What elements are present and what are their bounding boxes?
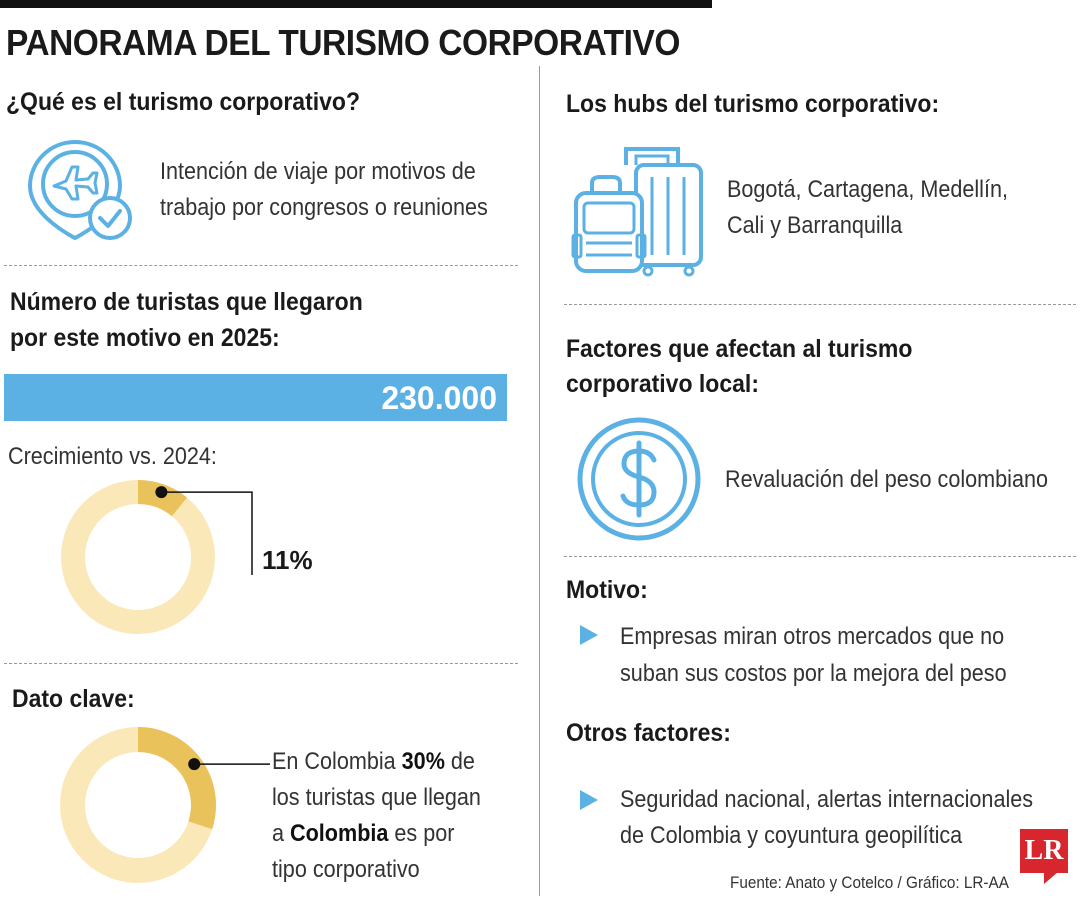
tourists-bar: 230.000	[4, 374, 507, 421]
colombia-donut	[60, 727, 270, 883]
dato-clave-line-3-pre: a	[272, 820, 291, 847]
divider-3	[564, 304, 1076, 305]
dato-clave-line-1-post: de	[444, 748, 475, 775]
divider-4	[564, 556, 1076, 557]
donut-highlight-slice	[138, 480, 188, 517]
luggage-icon	[571, 147, 703, 277]
hubs-heading: Los hubs del turismo corporativo:	[566, 90, 940, 118]
growth-donut	[61, 480, 253, 634]
donut-leader-dot	[155, 486, 168, 499]
donut-leader-dot	[188, 758, 201, 771]
factores-text: Revaluación del peso colombiano	[725, 466, 1049, 493]
otros-line-2: de Colombia y coyuntura geopilítica	[620, 822, 963, 849]
donut-remainder-slice	[61, 480, 215, 634]
turistas-heading-line-1: Número de turistas que llegaron	[10, 288, 363, 316]
dato-clave-line-3: a Colombia es por	[272, 817, 454, 851]
dato-clave-line-4: tipo corporativo	[272, 856, 420, 883]
top-rule	[0, 0, 712, 8]
factores-heading-line-2: corporativo local:	[566, 370, 759, 398]
turistas-heading-line-2: por este motivo en 2025:	[10, 324, 280, 352]
growth-label: Crecimiento vs. 2024:	[8, 443, 217, 470]
growth-percent-label: 11%	[262, 545, 313, 575]
lr-logo-tail	[1044, 872, 1058, 884]
page-title: PANORAMA DEL TURISMO CORPORATIVO	[6, 22, 680, 63]
otros-bullet-icon	[580, 790, 598, 810]
divider-1	[4, 265, 518, 266]
dollar-coin-icon	[577, 417, 701, 541]
hubs-line-1: Bogotá, Cartagena, Medellín,	[727, 176, 1008, 203]
que-es-heading: ¿Qué es el turismo corporativo?	[6, 88, 361, 116]
divider-2	[4, 663, 518, 664]
hubs-line-2: Cali y Barranquilla	[727, 212, 903, 239]
otros-line-1: Seguridad nacional, alertas internaciona…	[620, 786, 1034, 813]
motivo-line-1: Empresas miran otros mercados que no	[620, 623, 1005, 650]
tourists-bar-label: 230.000	[381, 380, 497, 416]
motivo-line-2: suban sus costos por la mejora del peso	[620, 660, 1007, 687]
factores-heading-line-1: Factores que afectan al turismo	[566, 335, 913, 363]
motivo-heading: Motivo:	[566, 576, 648, 604]
que-es-line-2: trabajo por congresos o reuniones	[160, 194, 488, 221]
donut-highlight-slice	[138, 727, 216, 830]
otros-heading: Otros factores:	[566, 719, 731, 747]
que-es-line-1: Intención de viaje por motivos de	[160, 158, 476, 185]
lr-logo: LR	[1020, 829, 1068, 873]
donut-leader-line	[161, 491, 253, 575]
motivo-bullet-icon	[580, 625, 598, 645]
airplane-location-check-icon	[27, 139, 132, 241]
dato-clave-line-2: los turistas que llegan	[272, 784, 481, 811]
column-divider	[539, 66, 540, 896]
dato-clave-heading: Dato clave:	[12, 685, 135, 713]
dato-clave-line-3-post: es por	[388, 820, 455, 847]
source-note: Fuente: Anato y Cotelco / Gráfico: LR-AA	[730, 873, 1009, 892]
dato-clave-30-percent: 30%	[401, 748, 445, 775]
dato-clave-line-1: En Colombia 30% de	[272, 745, 475, 779]
dato-clave-colombia: Colombia	[290, 820, 389, 847]
dato-clave-line-1-pre: En Colombia	[272, 748, 402, 775]
